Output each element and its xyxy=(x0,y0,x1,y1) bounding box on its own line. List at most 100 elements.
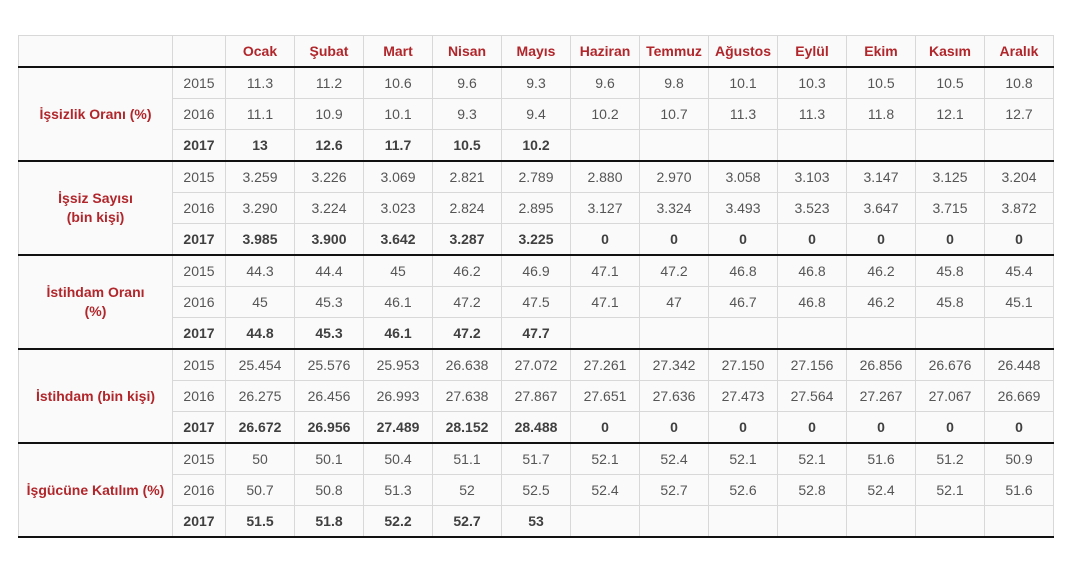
value-cell: 50 xyxy=(225,442,295,475)
value-cell: 25.953 xyxy=(363,348,433,381)
value-cell: 26.456 xyxy=(294,380,364,412)
value-cell: 11.3 xyxy=(777,98,847,130)
value-cell xyxy=(570,505,640,538)
value-cell: 11.3 xyxy=(708,98,778,130)
value-cell: 45.4 xyxy=(984,254,1054,287)
value-cell: 3.647 xyxy=(846,192,916,224)
table-row: 2016 26.275 26.456 26.993 27.638 27.867 27.651… xyxy=(19,380,1054,412)
value-cell: 51.3 xyxy=(363,474,433,506)
value-cell: 0 xyxy=(915,223,985,256)
value-cell: 45.8 xyxy=(915,254,985,287)
table-row: 2017 13 12.6 11.7 10.5 10.2 xyxy=(19,129,1054,162)
year-cell: 2015 xyxy=(172,348,226,381)
value-cell: 27.489 xyxy=(363,411,433,444)
value-cell: 27.150 xyxy=(708,348,778,381)
month-header-12: Aralık xyxy=(984,35,1054,68)
month-header-1: Ocak xyxy=(225,35,295,68)
month-header-10: Ekim xyxy=(846,35,916,68)
value-cell: 0 xyxy=(708,411,778,444)
value-cell: 3.058 xyxy=(708,160,778,193)
value-cell: 11.8 xyxy=(846,98,916,130)
value-cell: 46.1 xyxy=(363,286,433,318)
month-header-8: Ağustos xyxy=(708,35,778,68)
table-head: Ocak Şubat Mart Nisan Mayıs Haziran Temmuz Ağus… xyxy=(18,35,1054,68)
value-cell: 46.8 xyxy=(708,254,778,287)
value-cell: 10.2 xyxy=(570,98,640,130)
value-cell: 0 xyxy=(570,411,640,444)
value-cell: 0 xyxy=(777,223,847,256)
value-cell: 52.1 xyxy=(570,442,640,475)
table-row: 2017 26.672 26.956 27.489 28.152 28.488 0 0 0 0 0 0… xyxy=(19,411,1054,444)
value-cell: 10.5 xyxy=(846,66,916,99)
value-cell: 51.8 xyxy=(294,505,364,538)
value-cell: 52.4 xyxy=(846,474,916,506)
value-cell xyxy=(639,129,709,162)
year-cell: 2016 xyxy=(172,98,226,130)
value-cell: 27.636 xyxy=(639,380,709,412)
value-cell: 0 xyxy=(915,411,985,444)
value-cell: 3.523 xyxy=(777,192,847,224)
value-cell: 47.5 xyxy=(501,286,571,318)
value-cell: 27.564 xyxy=(777,380,847,412)
year-cell: 2017 xyxy=(172,223,226,256)
value-cell: 26.638 xyxy=(432,348,502,381)
year-cell: 2016 xyxy=(172,286,226,318)
table-row: 2016 50.7 50.8 51.3 52 52.5 52.4 52.7 52.6 52.8 52… xyxy=(19,474,1054,506)
value-cell: 0 xyxy=(984,223,1054,256)
month-header-9: Eylül xyxy=(777,35,847,68)
value-cell: 27.261 xyxy=(570,348,640,381)
value-cell: 28.488 xyxy=(501,411,571,444)
value-cell xyxy=(708,505,778,538)
value-cell: 3.023 xyxy=(363,192,433,224)
value-cell: 52.7 xyxy=(432,505,502,538)
value-cell: 27.267 xyxy=(846,380,916,412)
value-cell: 27.867 xyxy=(501,380,571,412)
value-cell xyxy=(570,317,640,350)
value-cell: 46.2 xyxy=(846,254,916,287)
value-cell: 52.4 xyxy=(639,442,709,475)
year-cell: 2015 xyxy=(172,254,226,287)
value-cell: 51.2 xyxy=(915,442,985,475)
month-header-11: Kasım xyxy=(915,35,985,68)
year-cell: 2016 xyxy=(172,192,226,224)
value-cell: 50.4 xyxy=(363,442,433,475)
value-cell: 52.6 xyxy=(708,474,778,506)
month-header-4: Nisan xyxy=(432,35,502,68)
value-cell: 50.1 xyxy=(294,442,364,475)
value-cell: 52.1 xyxy=(708,442,778,475)
value-cell: 47.2 xyxy=(432,317,502,350)
value-cell: 3.900 xyxy=(294,223,364,256)
statistics-table: Ocak Şubat Mart Nisan Mayıs Haziran Temmuz Ağus… xyxy=(18,35,1054,538)
value-cell: 27.156 xyxy=(777,348,847,381)
value-cell xyxy=(984,317,1054,350)
value-cell: 13 xyxy=(225,129,295,162)
value-cell: 47.1 xyxy=(570,286,640,318)
year-cell: 2015 xyxy=(172,160,226,193)
value-cell: 12.1 xyxy=(915,98,985,130)
value-cell: 27.072 xyxy=(501,348,571,381)
value-cell: 51.7 xyxy=(501,442,571,475)
value-cell: 27.067 xyxy=(915,380,985,412)
value-cell: 9.6 xyxy=(432,66,502,99)
value-cell: 46.2 xyxy=(432,254,502,287)
value-cell: 0 xyxy=(570,223,640,256)
table-row: İstihdam Oranı (%) 2015 44.3 44.4 45 46.2 46.9 4… xyxy=(18,254,1054,350)
value-cell: 0 xyxy=(777,411,847,444)
value-cell: 2.970 xyxy=(639,160,709,193)
value-cell: 52.5 xyxy=(501,474,571,506)
value-cell: 3.985 xyxy=(225,223,295,256)
month-header-7: Temmuz xyxy=(639,35,709,68)
value-cell: 10.9 xyxy=(294,98,364,130)
value-cell: 3.290 xyxy=(225,192,295,224)
value-cell: 26.672 xyxy=(225,411,295,444)
value-cell: 50.8 xyxy=(294,474,364,506)
value-cell: 26.676 xyxy=(915,348,985,381)
statistics-table-container: Ocak Şubat Mart Nisan Mayıs Haziran Temmuz Ağus… xyxy=(18,35,1054,538)
value-cell xyxy=(984,505,1054,538)
value-cell xyxy=(915,129,985,162)
table-row: 2016 3.290 3.224 3.023 2.824 2.895 3.127 3.324 3… xyxy=(19,192,1054,224)
value-cell: 3.069 xyxy=(363,160,433,193)
value-cell: 2.821 xyxy=(432,160,502,193)
year-cell: 2016 xyxy=(172,474,226,506)
value-cell: 45 xyxy=(363,254,433,287)
